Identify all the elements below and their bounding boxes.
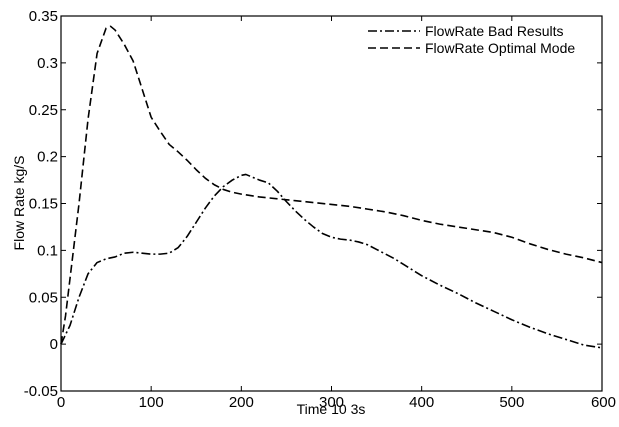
legend-label-optimal-mode: FlowRate Optimal Mode xyxy=(425,40,575,56)
x-tick-label: 500 xyxy=(499,394,524,411)
y-tick-label: 0.1 xyxy=(37,242,58,259)
y-tick-label: -0.05 xyxy=(24,383,58,400)
y-axis-ticks: -0.05 0 0.05 0.1 0.15 0.2 0.25 0.3 0.35 xyxy=(24,8,602,400)
x-tick-label: 0 xyxy=(57,394,65,411)
legend-label-bad-results: FlowRate Bad Results xyxy=(425,23,564,39)
y-tick-label: 0.05 xyxy=(29,289,58,306)
series-layer xyxy=(60,25,603,349)
y-axis-label: Flow Rate kg/S xyxy=(11,156,27,251)
y-tick-label: 0.2 xyxy=(37,149,58,166)
series-line-optimal-mode xyxy=(60,25,603,345)
y-tick-label: 0 xyxy=(50,336,58,353)
x-axis-label: Time 10 3s xyxy=(297,401,366,417)
legend: FlowRate Bad Results FlowRate Optimal Mo… xyxy=(368,23,575,56)
x-tick-label: 600 xyxy=(591,394,616,411)
x-tick-label: 200 xyxy=(229,394,254,411)
x-tick-label: 400 xyxy=(409,394,434,411)
x-tick-label: 100 xyxy=(139,394,164,411)
y-tick-label: 0.15 xyxy=(29,196,58,213)
series-line-bad-results xyxy=(60,173,603,349)
plot-frame xyxy=(60,15,603,392)
y-tick-label: 0.35 xyxy=(29,8,58,25)
x-tick-label: 300 xyxy=(319,394,344,411)
y-tick-label: 0.3 xyxy=(37,55,58,72)
y-tick-label: 0.25 xyxy=(29,102,58,119)
x-axis-ticks: 0 100 200 300 400 500 600 xyxy=(57,16,616,411)
